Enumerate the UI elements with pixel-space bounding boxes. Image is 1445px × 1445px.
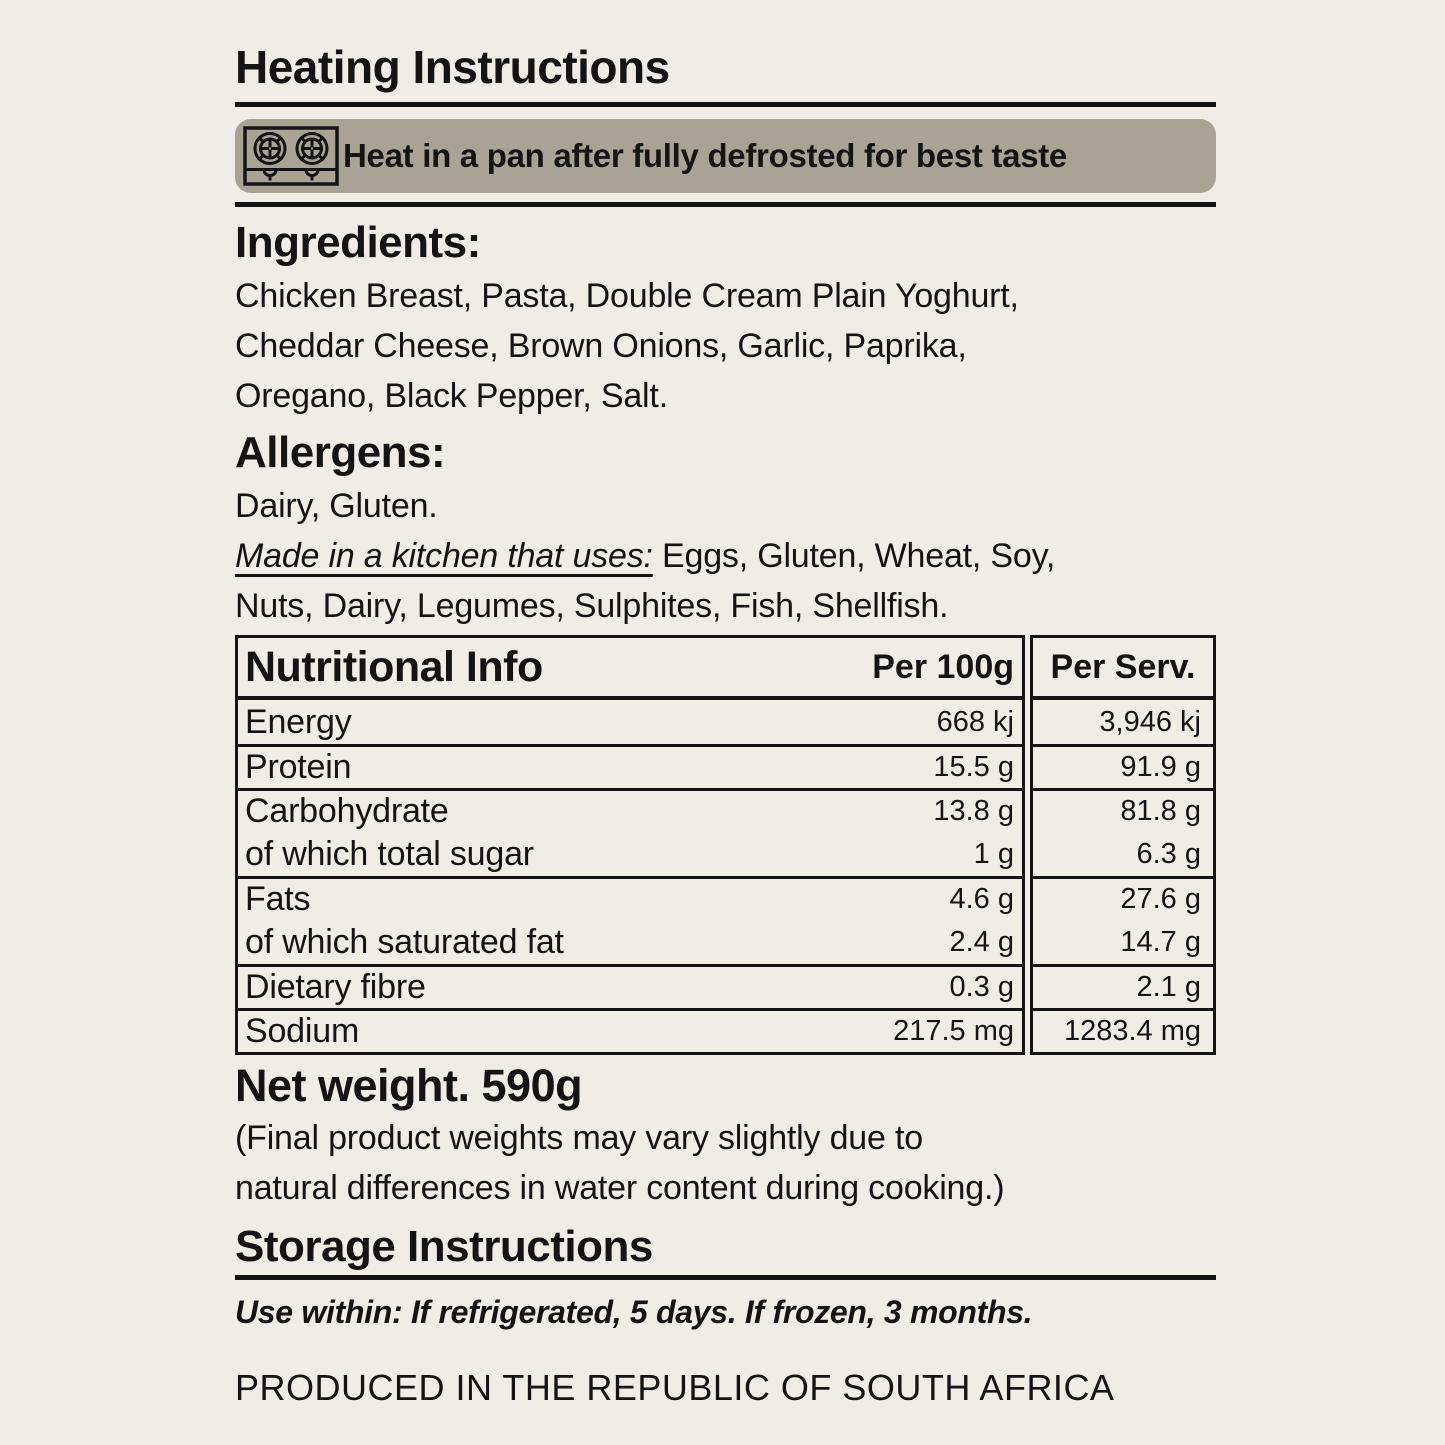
row-label: Fats bbox=[245, 880, 311, 918]
row-value-100g: 217.5 mg bbox=[893, 1015, 1014, 1047]
row-label: Protein bbox=[245, 748, 352, 786]
ingredients-list: Chicken Breast, Pasta, Double Cream Plai… bbox=[235, 277, 1019, 415]
row-value-serving: 6.3 g bbox=[1136, 837, 1202, 870]
per-serving-header: Per Serv. bbox=[1050, 647, 1196, 686]
use-within-note: Use within: If refrigerated, 5 days. If … bbox=[235, 1294, 1033, 1330]
table-cell: 2.1 g bbox=[1033, 964, 1213, 1008]
kitchen-note: Made in a kitchen that uses: Eggs, Glute… bbox=[235, 531, 1216, 631]
divider-top bbox=[235, 102, 1216, 107]
kitchen-note-label: Made in a kitchen that uses: bbox=[235, 537, 653, 575]
per-serving-header-cell: Per Serv. bbox=[1033, 638, 1213, 700]
row-value-serving: 3,946 kj bbox=[1099, 705, 1201, 738]
net-weight-title: Net weight. 590g bbox=[235, 1060, 583, 1111]
table-row: Dietary fibre 0.3 g bbox=[238, 964, 1022, 1008]
table-cell: 81.8 g bbox=[1033, 788, 1213, 832]
divider-banner-bottom bbox=[235, 202, 1216, 207]
allergens-title: Allergens: bbox=[235, 428, 446, 477]
nutrition-title: Nutritional Info bbox=[245, 642, 543, 691]
ingredients-title: Ingredients: bbox=[235, 218, 481, 267]
row-value-100g: 13.8 g bbox=[933, 795, 1014, 827]
row-label: Dietary fibre bbox=[245, 968, 426, 1006]
heating-banner-text: Heat in a pan after fully defrosted for … bbox=[343, 137, 1067, 174]
row-value-serving: 2.1 g bbox=[1136, 971, 1202, 1003]
nutrition-serving-column: Per Serv. 3,946 kj 91.9 g 81.8 g 6.3 g 2… bbox=[1030, 635, 1216, 1055]
row-label: Energy bbox=[245, 702, 352, 741]
stove-icon bbox=[243, 126, 339, 186]
table-row: Sodium 217.5 mg bbox=[238, 1008, 1022, 1052]
row-value-serving: 81.8 g bbox=[1120, 795, 1201, 827]
row-value-100g: 668 kj bbox=[936, 705, 1014, 738]
table-cell: 3,946 kj bbox=[1033, 700, 1213, 744]
table-row: of which total sugar 1 g bbox=[238, 832, 1022, 876]
row-value-serving: 14.7 g bbox=[1120, 925, 1201, 958]
row-value-100g: 15.5 g bbox=[933, 751, 1014, 783]
row-label: of which saturated fat bbox=[245, 922, 564, 961]
row-label: of which total sugar bbox=[245, 834, 534, 873]
food-label: Heating Instructions bbox=[235, 38, 1216, 1409]
net-weight-note: (Final product weights may vary slightly… bbox=[235, 1119, 1005, 1207]
nutrition-header-row: Nutritional Info Per 100g bbox=[238, 638, 1022, 700]
row-label: Sodium bbox=[245, 1012, 360, 1050]
row-value-100g: 4.6 g bbox=[949, 883, 1015, 915]
row-value-100g: 1 g bbox=[973, 837, 1014, 870]
storage-title: Storage Instructions bbox=[235, 1222, 653, 1271]
row-label: Carbohydrate bbox=[245, 792, 449, 830]
allergens-contains: Dairy, Gluten. bbox=[235, 487, 438, 525]
nutrition-table: Nutritional Info Per 100g Energy 668 kj … bbox=[235, 635, 1216, 1055]
row-value-100g: 2.4 g bbox=[949, 925, 1015, 958]
divider-storage bbox=[235, 1275, 1216, 1280]
origin-note: PRODUCED IN THE REPUBLIC OF SOUTH AFRICA bbox=[235, 1367, 1115, 1408]
per-100g-header: Per 100g bbox=[872, 647, 1014, 686]
table-row: Protein 15.5 g bbox=[238, 744, 1022, 788]
row-value-100g: 0.3 g bbox=[949, 971, 1015, 1003]
heating-title: Heating Instructions bbox=[235, 41, 670, 93]
table-cell: 27.6 g bbox=[1033, 876, 1213, 920]
table-cell: 14.7 g bbox=[1033, 920, 1213, 964]
row-value-serving: 27.6 g bbox=[1120, 883, 1201, 915]
nutrition-main-column: Nutritional Info Per 100g Energy 668 kj … bbox=[235, 635, 1025, 1055]
table-row: Carbohydrate 13.8 g bbox=[238, 788, 1022, 832]
kitchen-note-list: Eggs, Gluten, Wheat, Soy, Nuts, Dairy, L… bbox=[235, 537, 1056, 625]
table-cell: 1283.4 mg bbox=[1033, 1008, 1213, 1052]
table-row: of which saturated fat 2.4 g bbox=[238, 920, 1022, 964]
table-cell: 91.9 g bbox=[1033, 744, 1213, 788]
table-row: Fats 4.6 g bbox=[238, 876, 1022, 920]
table-row: Energy 668 kj bbox=[238, 700, 1022, 744]
table-cell: 6.3 g bbox=[1033, 832, 1213, 876]
heating-banner: Heat in a pan after fully defrosted for … bbox=[235, 119, 1216, 193]
row-value-serving: 1283.4 mg bbox=[1063, 1015, 1201, 1047]
row-value-serving: 91.9 g bbox=[1120, 751, 1201, 783]
